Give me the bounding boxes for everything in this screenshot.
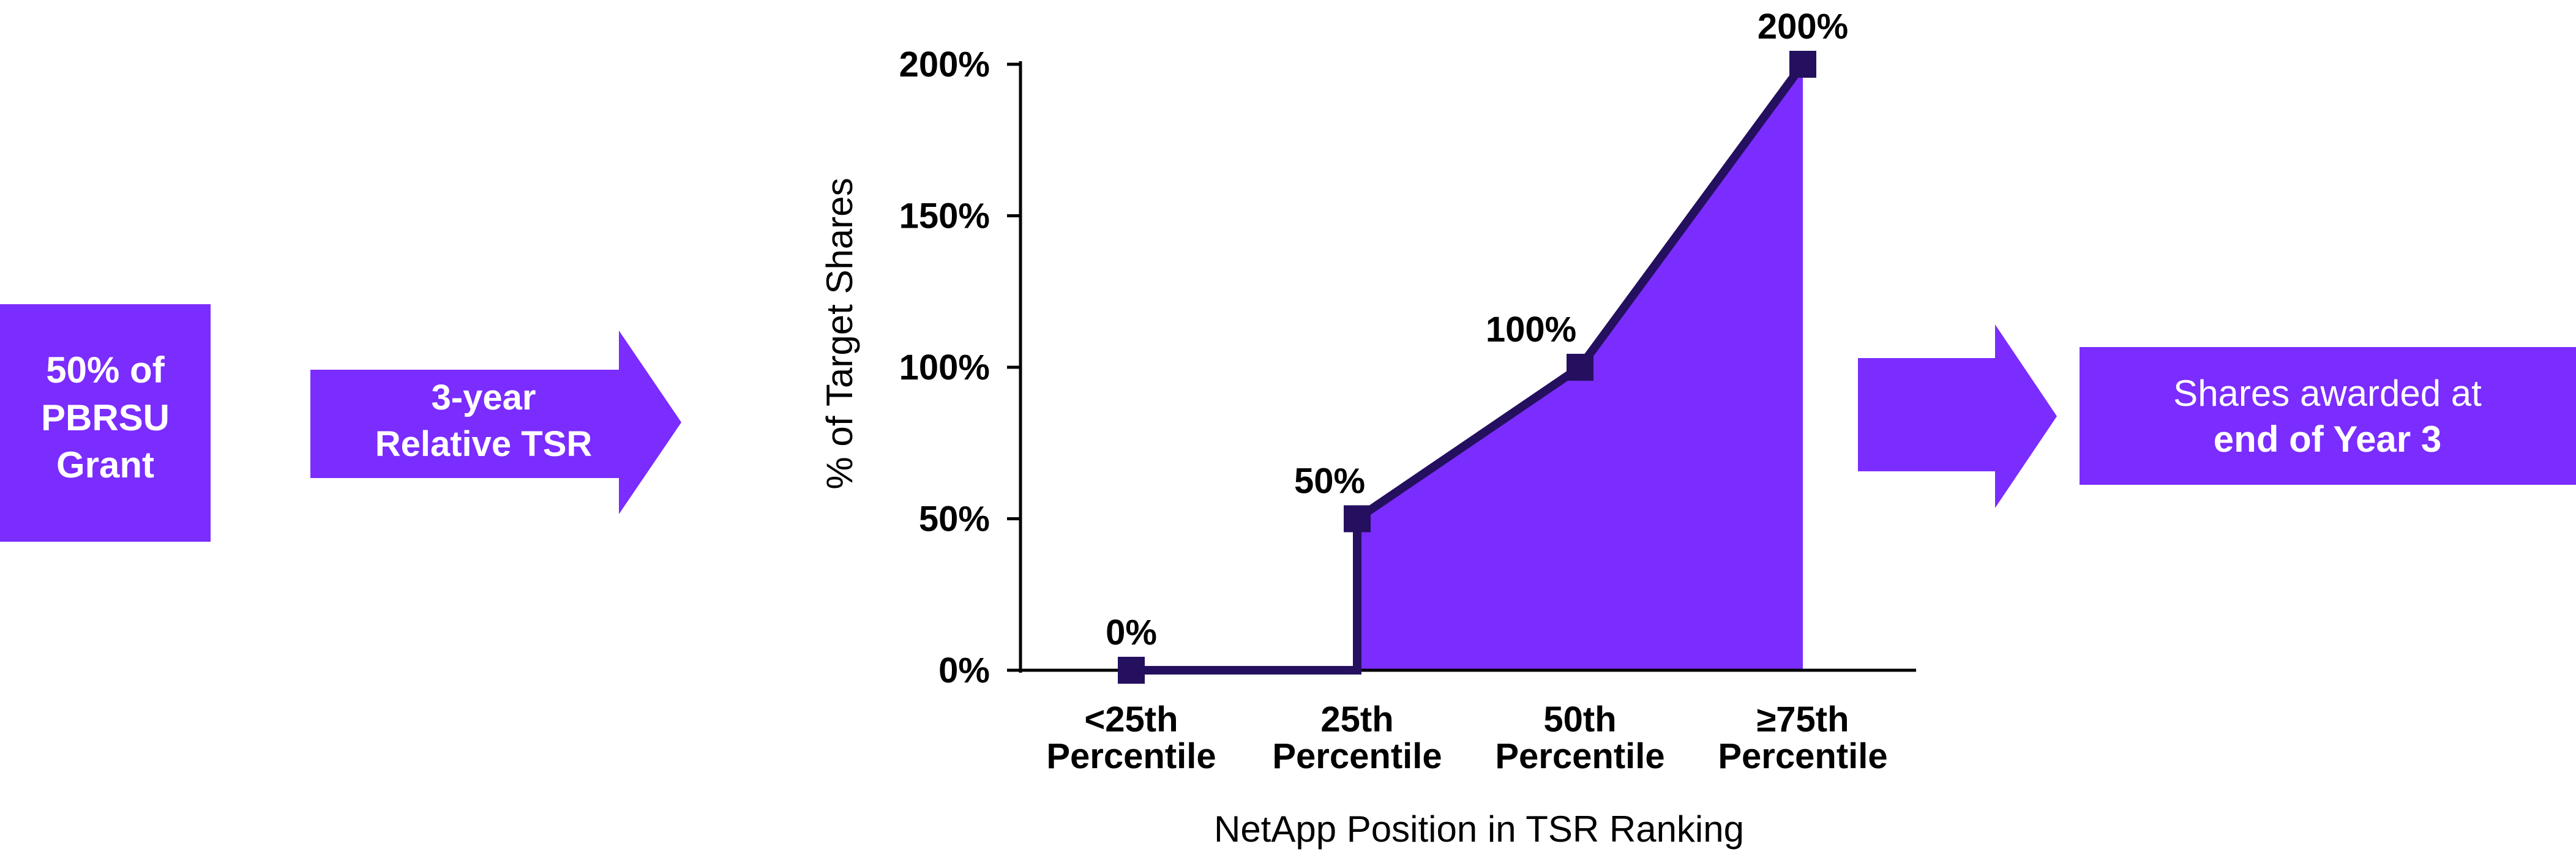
right-box <box>2080 347 2576 485</box>
x-tick-label: Percentile <box>1718 736 1887 776</box>
right-box-group: Shares awarded at end of Year 3 <box>2080 347 2576 485</box>
arrow-label-line: 3-year <box>432 378 536 417</box>
y-tick-label: 200% <box>899 45 990 84</box>
right-box-label-line: Shares awarded at <box>2173 373 2482 414</box>
arrow-label-line: Relative TSR <box>375 424 593 464</box>
arrow-to-shares-awarded <box>1858 324 2057 508</box>
x-tick-label: <25th <box>1084 700 1178 739</box>
data-label: 50% <box>1294 462 1365 501</box>
x-tick-label: Percentile <box>1272 736 1442 776</box>
y-axis-title: % of Target Shares <box>819 178 860 489</box>
data-point-marker <box>1118 657 1145 684</box>
x-tick-label: 50th <box>1543 700 1616 739</box>
x-axis-title: NetApp Position in TSR Ranking <box>1214 809 1744 850</box>
x-tick-label: Percentile <box>1495 736 1664 776</box>
y-tick-label: 150% <box>899 196 990 236</box>
left-box <box>0 304 211 542</box>
data-point-marker <box>1344 505 1371 533</box>
data-point-marker <box>1567 354 1593 381</box>
y-tick-label: 50% <box>919 499 990 539</box>
y-tick-label: 100% <box>899 348 990 387</box>
left-box-label-line: PBRSU <box>41 397 170 438</box>
x-tick-label: Percentile <box>1046 736 1216 776</box>
left-box-group: 50% of PBRSU Grant <box>0 304 211 542</box>
left-box-label-line: 50% of <box>46 350 165 391</box>
left-box-label-line: Grant <box>56 444 154 485</box>
data-label: 0% <box>1106 613 1157 652</box>
x-tick-label: ≥75th <box>1756 700 1849 739</box>
arrow-relative-tsr: 3-year Relative TSR <box>310 331 681 514</box>
chart: 0%50%100%150%200%0%50%100%200%<25thPerce… <box>819 7 1916 850</box>
data-label: 100% <box>1486 310 1576 350</box>
arrow-shape <box>310 331 681 514</box>
x-tick-label: 25th <box>1320 700 1393 739</box>
right-box-label-line: end of Year 3 <box>2214 419 2441 460</box>
data-label: 200% <box>1758 7 1848 47</box>
data-point-marker <box>1789 51 1816 78</box>
y-tick-label: 0% <box>938 651 990 690</box>
